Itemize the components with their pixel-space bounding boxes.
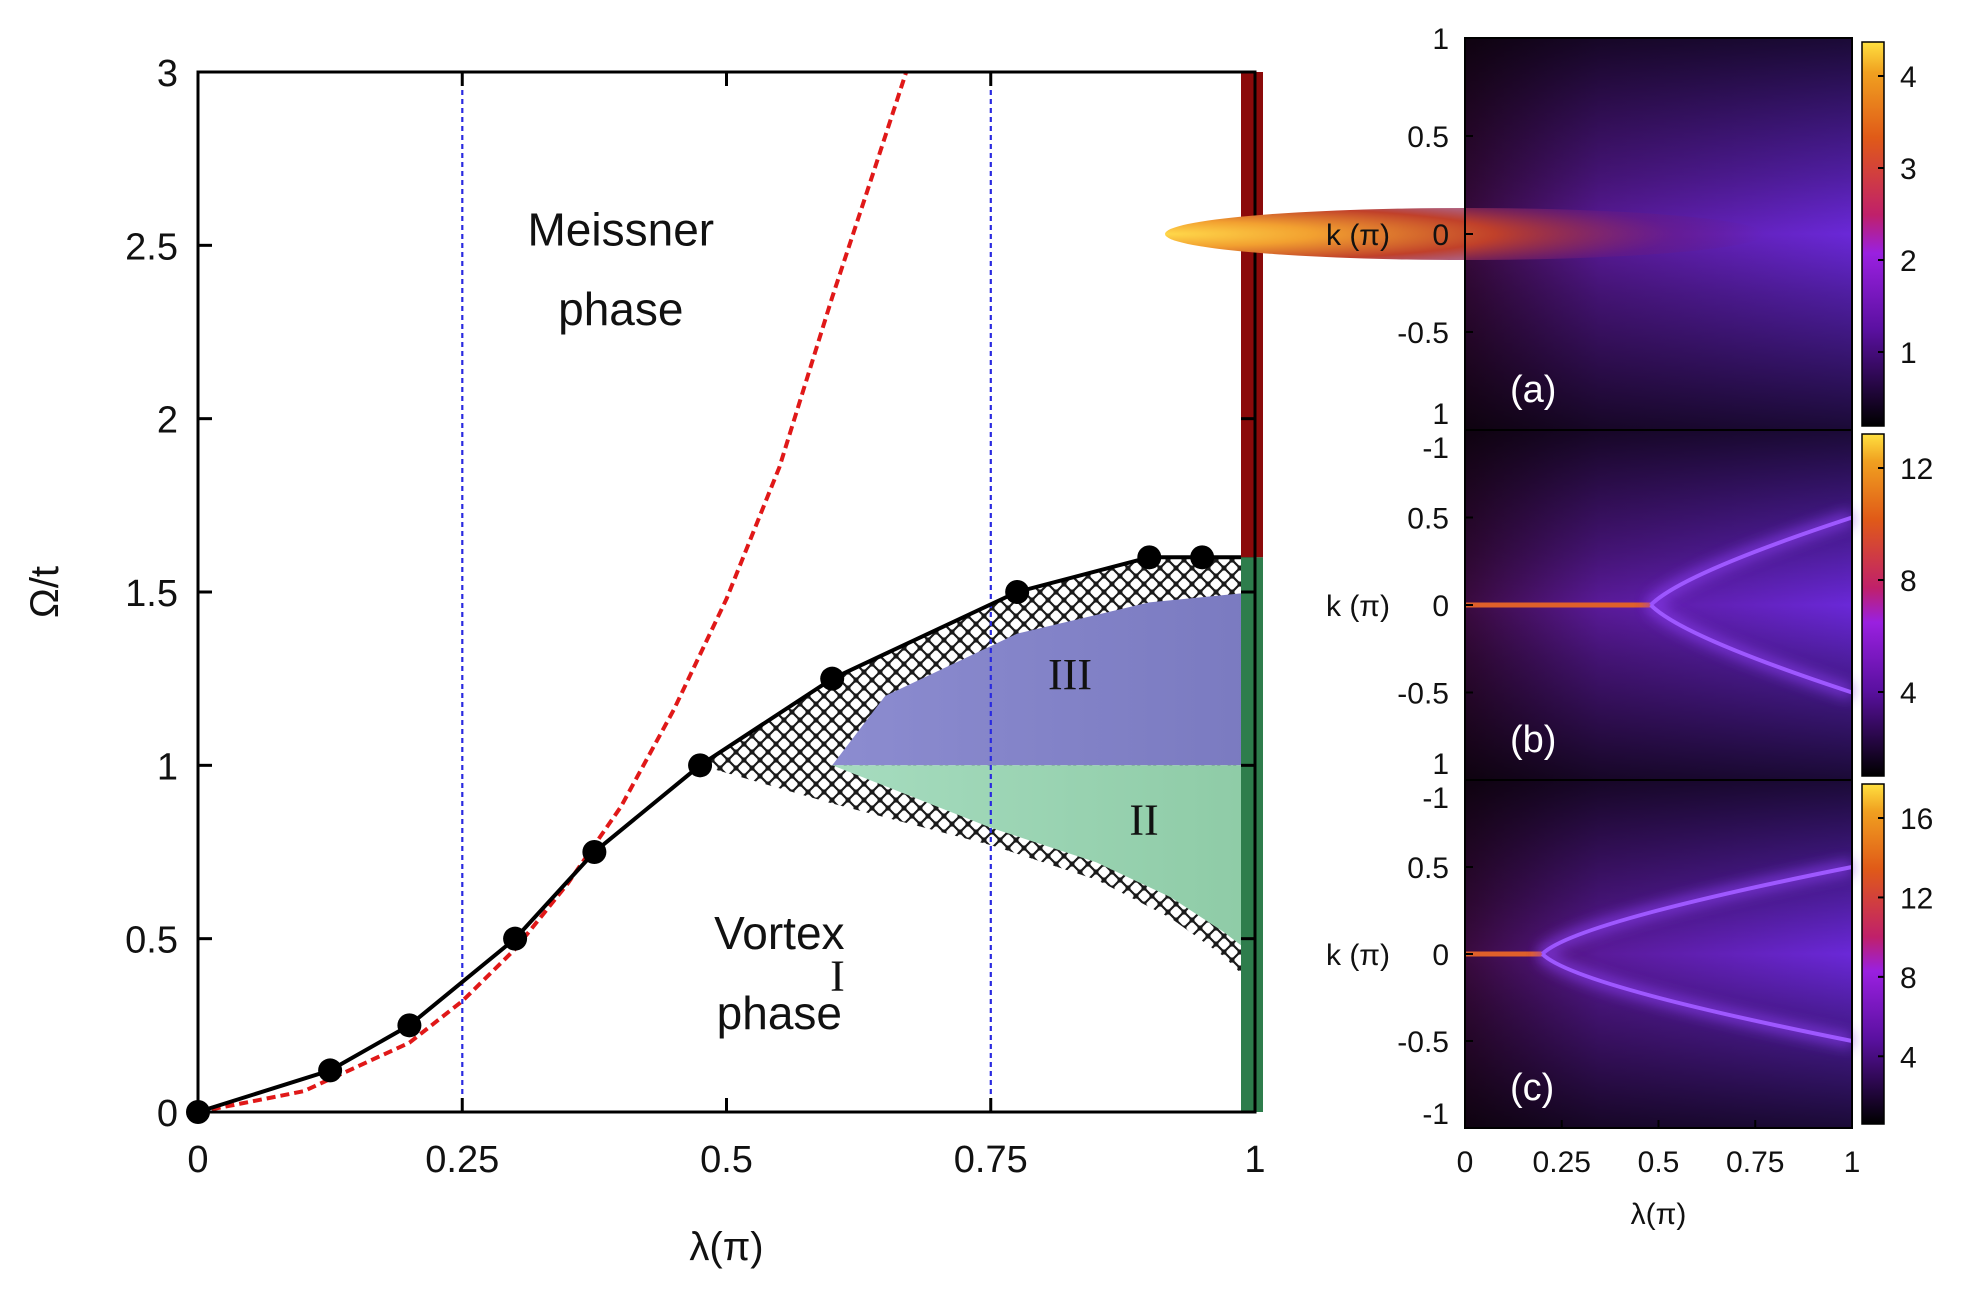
y-tick-label: 1 [157,746,178,788]
k-axis-label: k (π) [1326,939,1390,972]
panel-tag: (a) [1510,369,1556,411]
k-axis-label: k (π) [1326,590,1390,623]
colorbar-label: 1 [1900,337,1917,370]
y-tick-label: 0 [157,1093,178,1135]
colorbar [1862,784,1884,1124]
k-tick-label: 0.5 [1407,121,1449,154]
colorbar [1862,434,1884,776]
colorbar-label: 12 [1900,453,1933,486]
annotation-iii: III [1048,650,1092,699]
x-tick-label: 0.5 [700,1139,753,1181]
annotation-phase: phase [717,987,842,1039]
panel-tag: (c) [1510,1067,1554,1109]
boundary-point [688,753,713,778]
colorbar-frame [1861,41,1885,427]
upper-momentum-branch [1540,865,1853,956]
colorbar-label: 16 [1900,803,1933,836]
y-tick-label: 1.5 [125,573,178,615]
boundary-point [503,926,528,951]
upper-momentum-branch [1649,515,1853,607]
boundary-point [820,666,845,691]
lambda-tick-label: 0.75 [1726,1146,1784,1179]
lower-momentum-branch [1649,603,1853,695]
x-tick-label: 0 [187,1139,208,1181]
boundary-point [1005,580,1030,604]
k-tick-label: 0.5 [1407,503,1449,536]
x-tick-label: 1 [1244,1139,1265,1181]
heatmap-panel-3: -1 0.5 0 -0.5 -1 k (π) (c) 16 12 8 4 0 0.25 0.5 0.75 1 λ… [1326,779,1933,1231]
k-tick-label: 1 [1432,748,1449,781]
boundary-point [1137,545,1162,570]
panel-tag: (b) [1510,719,1556,761]
colorbar-label: 12 [1900,882,1933,915]
phase-diagram: 0 0.5 1 1.5 2 2.5 3 0 0.25 0.5 0.75 1 λ(π) Ω/t Meissne… [23,53,1266,1269]
heatmap-panel-1: 1 0.5 0 -0.5 1 k (π) (a) 4 3 2 1 [1165,23,1917,431]
lambda-tick-label: 0.25 [1533,1146,1591,1179]
y-tick-label: 3 [157,53,178,95]
analytic-boundary-curve [197,71,909,1114]
boundary-point [582,840,607,864]
region-III-fill [832,592,1255,766]
k-tick-label: -1 [1422,782,1449,815]
colorbar-label: 3 [1900,153,1917,186]
k-tick-label: 1 [1432,398,1449,431]
k-tick-label: 0 [1432,219,1449,252]
colorbar [1862,42,1884,426]
lambda-tick-label: 1 [1844,1146,1861,1179]
region-II-fill [832,765,1255,956]
boundary-point [397,1013,422,1038]
annotation-meissner: Meissner [527,203,714,255]
y-tick-label: 2 [157,400,178,442]
y-axis-label: Ω/t [23,566,67,618]
k-tick-label: 0.5 [1407,852,1449,885]
boundary-point [1190,545,1215,570]
k-axis-label: k (π) [1326,219,1390,252]
heatmap-panel-2: -1 0.5 0 -0.5 1 k (π) (b) 12 8 4 [1326,429,1933,781]
lambda-tick-label: 0 [1457,1146,1474,1179]
edge-bar-1.6 [1241,72,1263,558]
lambda-tick-label: 0.5 [1638,1146,1680,1179]
colorbar-label: 4 [1900,677,1917,710]
colorbar-label: 2 [1900,245,1917,278]
k-tick-label: -0.5 [1397,678,1449,711]
lambda-axis-label: λ(π) [1631,1198,1687,1231]
colorbar-label: 8 [1900,962,1917,995]
boundary-point [318,1058,343,1083]
y-tick-label: 0.5 [125,920,178,962]
edge-bar-0 [1241,557,1263,1112]
x-tick-label: 0.75 [954,1139,1028,1181]
colorbar-label: 8 [1900,565,1917,598]
k-tick-label: -0.5 [1397,1026,1449,1059]
k-tick-label: -0.5 [1397,317,1449,350]
annotation-phase: phase [558,283,683,335]
lower-momentum-branch [1540,952,1853,1043]
annotation-i: I [830,952,845,1001]
colorbar-label: 4 [1900,1041,1917,1074]
colorbar-frame [1861,783,1885,1125]
x-tick-label: 0.25 [425,1139,499,1181]
x-axis-label: λ(π) [689,1225,763,1269]
k-tick-label: 0 [1432,590,1449,623]
k-tick-label: -1 [1422,1098,1449,1131]
y-tick-label: 2.5 [125,226,178,268]
k-tick-label: 1 [1432,23,1449,56]
k-tick-label: -1 [1422,432,1449,465]
colorbar-frame [1861,433,1885,777]
annotation-vortex: Vortex [714,907,844,959]
colorbar-label: 4 [1900,61,1917,94]
annotation-ii: II [1129,796,1158,845]
k-tick-label: 0 [1432,939,1449,972]
